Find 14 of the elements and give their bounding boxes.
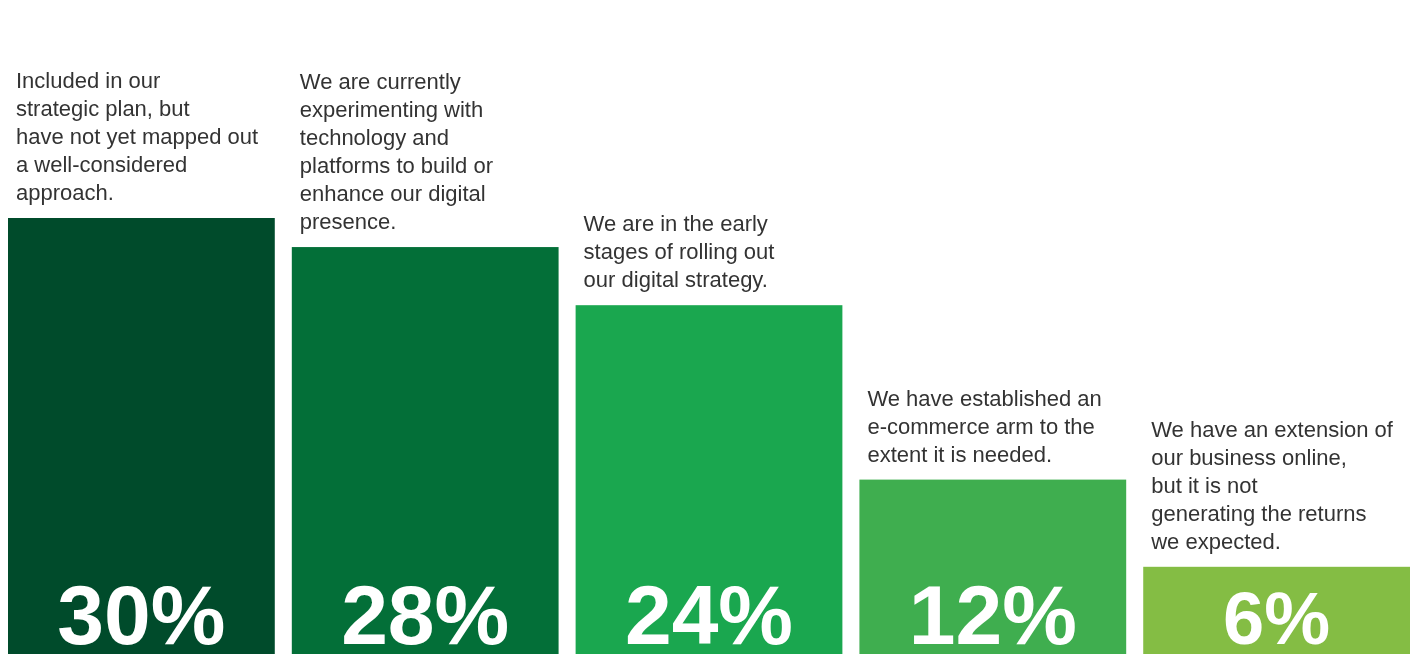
x-tick-label: We have established an e-commerce arm to the extent it is needed. [867,385,1102,467]
data-label: 6% [1223,577,1331,660]
data-label: 12% [908,568,1077,662]
bar [291,247,559,654]
data-label: 28% [341,568,510,662]
x-tick-label: We are in the early stages of rolling out our digital strategy. [583,211,775,293]
x-tick-label: Included in our strategic plan, but have not yet mapped out a well-considered approach. [16,68,259,205]
data-label: 24% [624,568,794,662]
bar [859,479,1127,654]
bar [575,305,843,654]
x-tick-label: We have an extension of our business online, but it is not generating the returns we expected. [1150,416,1394,554]
data-label: 30% [57,568,226,662]
bar [8,218,275,654]
x-tick-label: We are currently experimenting with technology and platforms to build or enhance our digital presence. [299,69,494,235]
